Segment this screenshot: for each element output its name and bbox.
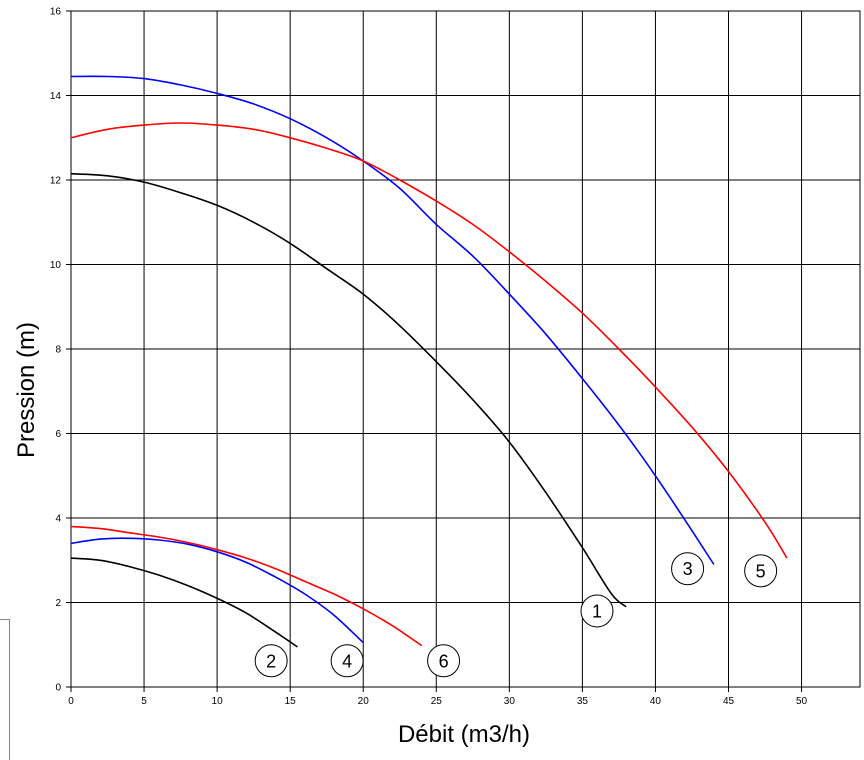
series-lines [70, 75, 788, 648]
x-tick-label: 15 [285, 696, 297, 707]
x-tick-label: 30 [504, 696, 516, 707]
left-frame-edge [0, 619, 10, 760]
y-tick-label: 4 [55, 514, 61, 525]
x-tick-label: 35 [577, 696, 589, 707]
curve-label-text: 4 [342, 651, 352, 671]
y-tick-label: 16 [50, 7, 62, 18]
series-line-1 [70, 172, 627, 608]
x-tick-label: 5 [141, 696, 147, 707]
y-axis-title: Pression (m) [13, 322, 40, 458]
series-line-5 [70, 122, 788, 559]
y-tick-label: 14 [50, 91, 62, 102]
x-tick-label: 50 [796, 696, 808, 707]
curve-label-circle [427, 644, 461, 678]
x-axis-title: Débit (m3/h) [398, 721, 530, 748]
curve-label-circle [671, 552, 705, 586]
x-tick-label: 20 [358, 696, 370, 707]
y-tick-label: 0 [55, 683, 61, 694]
curve-label-text: 5 [756, 561, 766, 581]
y-tick-label: 8 [55, 345, 61, 356]
x-axis-ticks: 0 5 10 15 20 25 30 35 40 45 50 [68, 687, 808, 707]
series-line-3 [70, 75, 715, 565]
curve-label-circle [580, 594, 614, 628]
curve-label-circle [254, 644, 288, 678]
series-line-4 [70, 537, 364, 644]
x-tick-label: 25 [431, 696, 443, 707]
x-tick-label: 45 [723, 696, 735, 707]
curve-label-text: 6 [439, 651, 449, 671]
y-tick-label: 10 [50, 260, 62, 271]
series-line-2 [70, 557, 298, 648]
y-tick-label: 6 [55, 429, 61, 440]
x-tick-label: 0 [68, 696, 74, 707]
x-tick-label: 40 [650, 696, 662, 707]
y-tick-label: 12 [50, 176, 62, 187]
curve-label-circle [330, 644, 364, 678]
curve-label-text: 2 [266, 651, 276, 671]
curve-label-text: 3 [683, 559, 693, 579]
y-axis-ticks: 0 2 4 6 8 10 12 14 16 [50, 7, 71, 694]
y-tick-label: 2 [55, 598, 61, 609]
curve-labels: 1 2 3 4 5 6 [254, 552, 778, 678]
series-line-6 [70, 525, 423, 647]
curve-label-text: 1 [592, 601, 602, 621]
x-tick-label: 10 [212, 696, 224, 707]
curve-label-circle [744, 554, 778, 588]
